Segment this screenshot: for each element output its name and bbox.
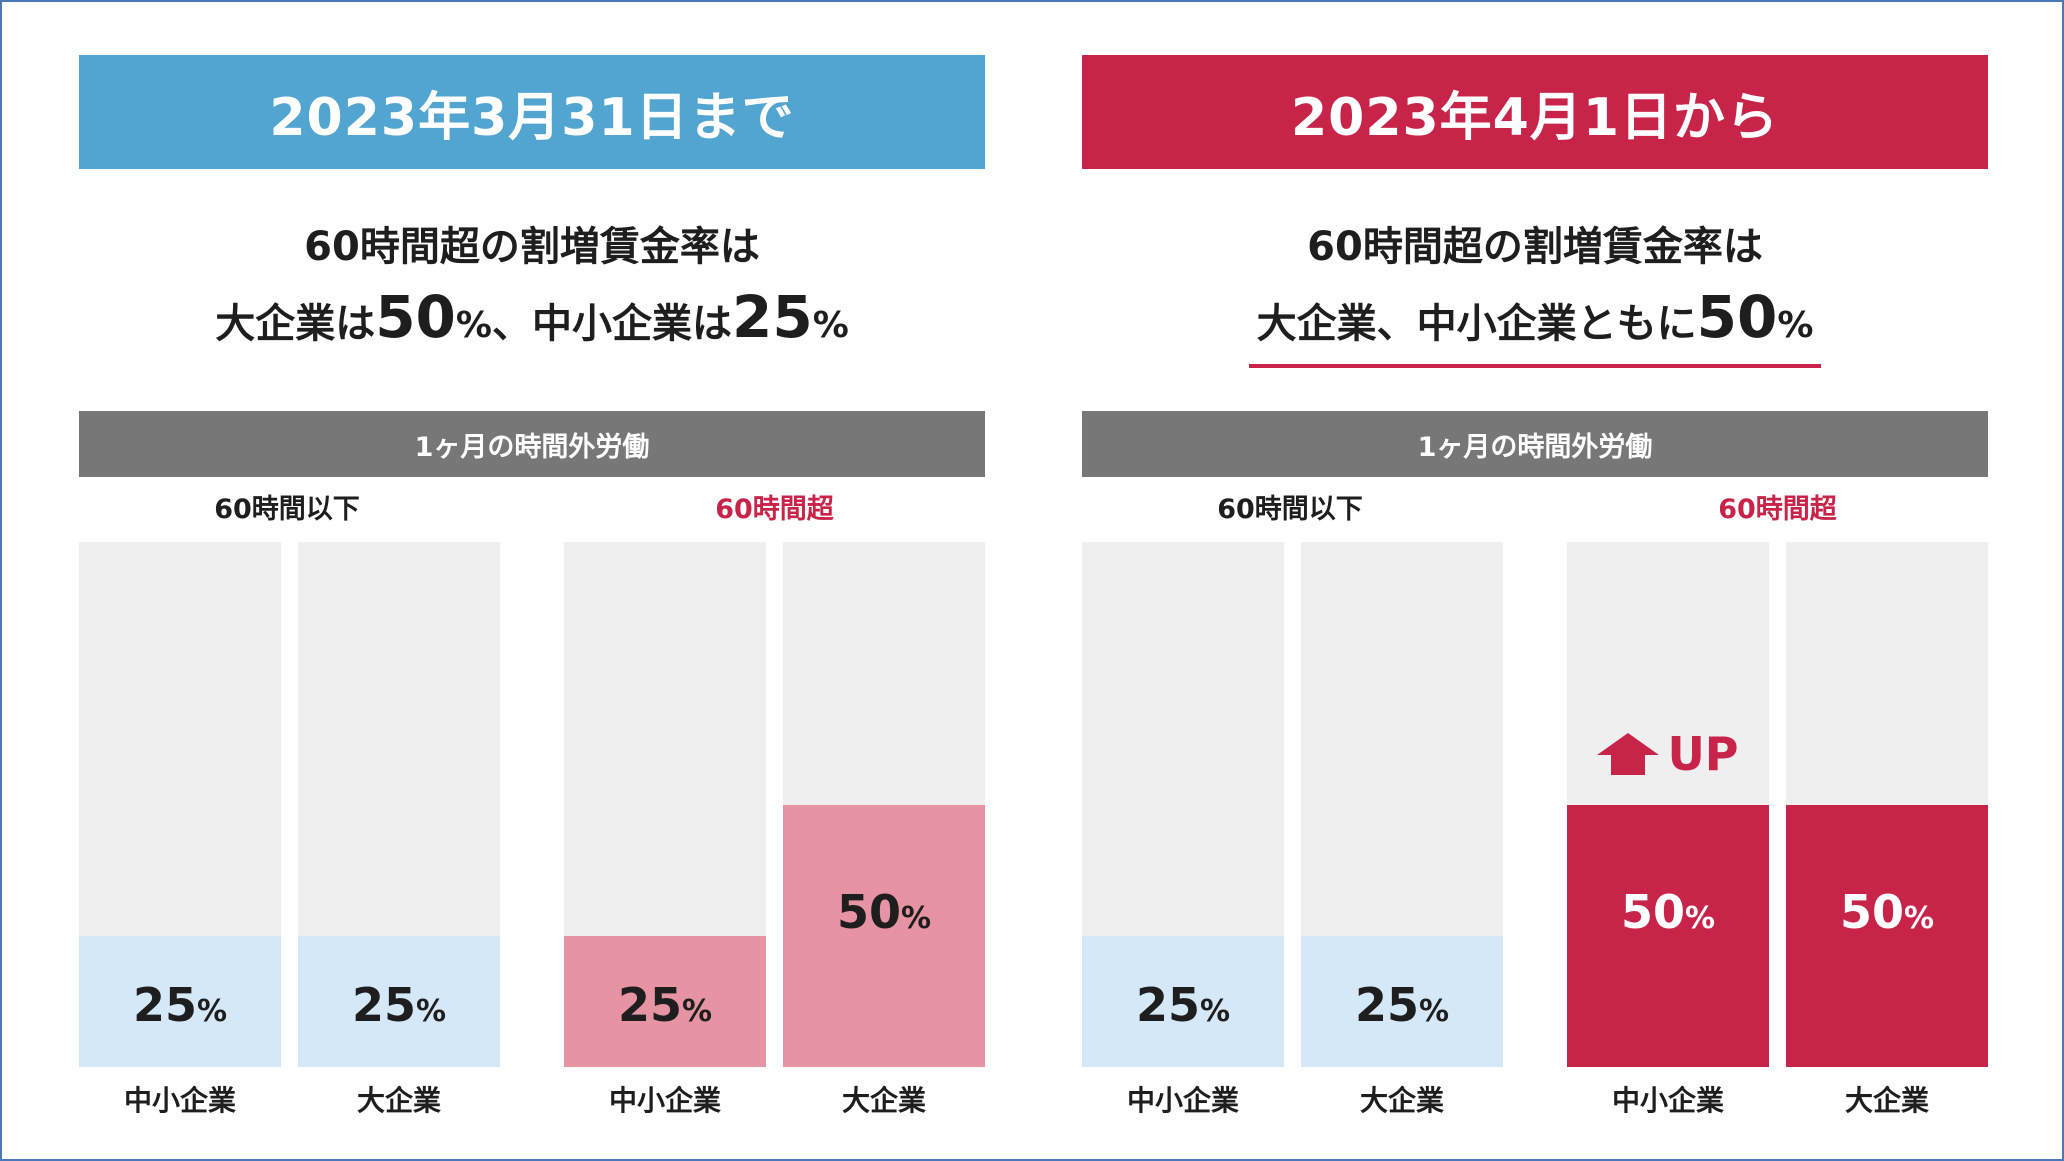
headline-text: 大企業は bbox=[215, 301, 376, 347]
bar-track: 25% bbox=[298, 542, 500, 1067]
headline-text: 大企業、中小企業ともに bbox=[1256, 301, 1697, 347]
category-label: 中小企業 bbox=[608, 1084, 721, 1117]
bar-value-unit: % bbox=[1418, 994, 1450, 1029]
up-arrow-icon bbox=[1597, 733, 1660, 775]
overtime-header: 1ヶ月の時間外労働 bbox=[1082, 411, 1988, 477]
bar bbox=[298, 936, 500, 1067]
category-label: 中小企業 bbox=[123, 1084, 236, 1117]
category-label: 中小企業 bbox=[1611, 1084, 1724, 1117]
bar-value-label: 25% bbox=[79, 978, 281, 1032]
headline-line2: 大企業、中小企業ともに50% bbox=[1082, 281, 1988, 368]
bar bbox=[1786, 805, 1988, 1067]
bar-value: 50 bbox=[836, 885, 901, 939]
bar bbox=[783, 805, 985, 1067]
banner-before: 2023年3月31日まで bbox=[79, 55, 985, 169]
bar-track: 50% bbox=[1567, 542, 1769, 1067]
bar-value-label: 25% bbox=[1301, 978, 1503, 1032]
bar-value: 25 bbox=[351, 978, 416, 1032]
bar-value: 25 bbox=[1354, 978, 1419, 1032]
headline-percent: % bbox=[455, 305, 492, 346]
bar-value-label: 50% bbox=[783, 885, 985, 939]
bar bbox=[1567, 805, 1769, 1067]
bar-value-unit: % bbox=[1199, 994, 1231, 1029]
headline-before: 60時間超の割増賃金率は 大企業は50%、中小企業は25% bbox=[79, 217, 985, 362]
bar-value-unit: % bbox=[1684, 901, 1716, 936]
headline-text: 、中小企業は bbox=[492, 301, 732, 347]
headline-line2: 大企業は50%、中小企業は25% bbox=[79, 281, 985, 362]
bar-value: 50 bbox=[1620, 885, 1685, 939]
bar-value-label: 25% bbox=[1082, 978, 1284, 1032]
panel-before: 2023年3月31日まで 60時間超の割増賃金率は 大企業は50%、中小企業は2… bbox=[79, 55, 985, 1135]
headline-percent: % bbox=[812, 305, 849, 346]
category-label: 大企業 bbox=[1359, 1084, 1444, 1117]
headline-small-rate: 25 bbox=[732, 283, 813, 351]
bar-value-label: 50% bbox=[1786, 885, 1988, 939]
group-label-under-60: 60時間以下 bbox=[1217, 494, 1363, 525]
headline-underlined: 大企業、中小企業ともに50% bbox=[1248, 281, 1822, 368]
headline-large-rate: 50 bbox=[375, 283, 456, 351]
bar bbox=[1082, 936, 1284, 1067]
bar-value-label: 50% bbox=[1567, 885, 1769, 939]
bar-track: 25% bbox=[79, 542, 281, 1067]
headline-line1: 60時間超の割増賃金率は bbox=[304, 224, 760, 270]
category-label: 大企業 bbox=[356, 1084, 441, 1117]
bar-value: 50 bbox=[1839, 885, 1904, 939]
bar-value-unit: % bbox=[1903, 901, 1935, 936]
group-label-over-60: 60時間超 bbox=[1718, 494, 1837, 525]
bar-value: 25 bbox=[1135, 978, 1200, 1032]
overtime-header: 1ヶ月の時間外労働 bbox=[79, 411, 985, 477]
bar-value: 25 bbox=[132, 978, 197, 1032]
category-label: 大企業 bbox=[841, 1084, 926, 1117]
bar-value-unit: % bbox=[900, 901, 932, 936]
bar bbox=[1301, 936, 1503, 1067]
panel-after: 2023年4月1日から 60時間超の割増賃金率は 大企業、中小企業ともに50% … bbox=[1082, 55, 1988, 1135]
bar-value-label: 25% bbox=[298, 978, 500, 1032]
bar-value-unit: % bbox=[681, 994, 713, 1029]
headline-after: 60時間超の割増賃金率は 大企業、中小企業ともに50% bbox=[1082, 217, 1988, 368]
up-label: UP bbox=[1667, 727, 1739, 781]
bar-track: 25% bbox=[1301, 542, 1503, 1067]
banner-after: 2023年4月1日から bbox=[1082, 55, 1988, 169]
bar-value-label: 25% bbox=[564, 978, 766, 1032]
bar-value-unit: % bbox=[196, 994, 228, 1029]
bar bbox=[79, 936, 281, 1067]
group-label-over-60: 60時間超 bbox=[715, 494, 834, 525]
headline-percent: % bbox=[1777, 305, 1814, 346]
up-indicator: UP bbox=[1567, 727, 1769, 781]
category-label: 大企業 bbox=[1844, 1084, 1929, 1117]
bar-track: 50% bbox=[1786, 542, 1988, 1067]
group-label-under-60: 60時間以下 bbox=[214, 494, 360, 525]
headline-large-rate: 50 bbox=[1696, 283, 1778, 351]
bar-track: 50% bbox=[783, 542, 985, 1067]
headline-line1: 60時間超の割増賃金率は bbox=[1307, 224, 1763, 270]
bar bbox=[564, 936, 766, 1067]
bar-track: 25% bbox=[564, 542, 766, 1067]
category-label: 中小企業 bbox=[1126, 1084, 1239, 1117]
bar-track: 25% bbox=[1082, 542, 1284, 1067]
bar-value-unit: % bbox=[415, 994, 447, 1029]
bar-value: 25 bbox=[617, 978, 682, 1032]
